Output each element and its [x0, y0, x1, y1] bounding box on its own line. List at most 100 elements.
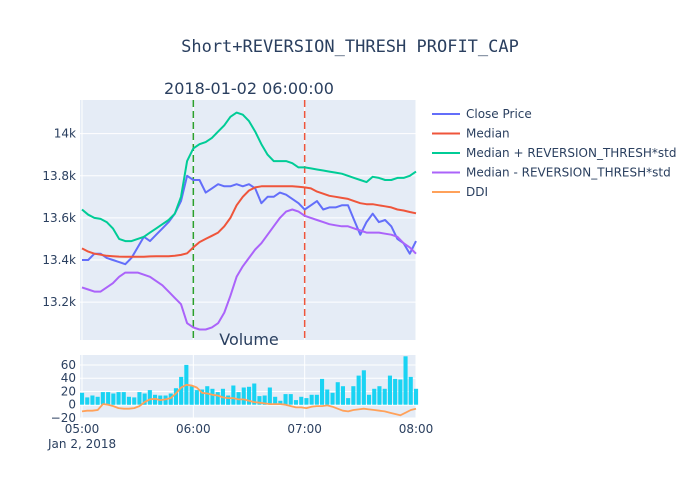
legend-label: Close Price	[466, 107, 532, 121]
volume-bar	[80, 392, 85, 405]
series-line	[82, 174, 417, 266]
volume-bar	[121, 392, 126, 405]
x-axis-ticks: 05:00 06:00 07:00 08:00	[65, 422, 434, 436]
price-panel: 13.2k 13.4k 13.6k 13.8k 14k 2018-01-02 06:00…	[42, 79, 417, 340]
volume-bar	[132, 397, 137, 405]
x-tick-label: 06:00	[176, 422, 211, 436]
volume-bar	[200, 389, 205, 405]
volume-bar	[262, 395, 267, 405]
price-y-tick-label: 13.6k	[42, 211, 76, 225]
price-y-tick-label: 14k	[54, 127, 76, 141]
volume-bar	[330, 392, 335, 405]
volume-bar	[168, 393, 173, 405]
price-series	[81, 111, 417, 331]
price-y-ticks: 13.2k 13.4k 13.6k 13.8k 14k	[42, 127, 76, 309]
legend[interactable]: Close Price Median Median + REVERSION_THRE…	[432, 107, 676, 199]
volume-bar	[408, 376, 413, 405]
volume-y-tick-label: 60	[61, 358, 76, 372]
ddi-line	[81, 383, 417, 417]
volume-bar	[356, 375, 361, 405]
volume-bar	[147, 390, 152, 405]
volume-y-tick-label: 20	[61, 384, 76, 398]
legend-label: DDI	[466, 185, 488, 199]
volume-bar	[241, 387, 246, 405]
price-y-tick-label: 13.4k	[42, 253, 76, 267]
volume-bar	[340, 386, 345, 405]
ddi-series-line	[81, 383, 417, 417]
volume-bar	[231, 385, 236, 405]
x-tick-label: 07:00	[287, 422, 322, 436]
volume-bar	[377, 386, 382, 405]
volume-bar	[247, 386, 252, 405]
volume-y-tick-label: −20	[51, 411, 76, 425]
volume-bar	[398, 379, 403, 405]
chart-title: Short+REVERSION_THRESH PROFIT_CAP	[181, 37, 519, 57]
legend-label: Median - REVERSION_THRESH*std	[466, 166, 671, 180]
series-line	[81, 185, 417, 258]
volume-bar	[267, 387, 272, 405]
volume-bar	[210, 388, 215, 405]
volume-bar	[283, 394, 288, 405]
volume-bar	[320, 378, 325, 405]
volume-bar	[215, 392, 220, 405]
volume-bar	[126, 396, 131, 405]
legend-item[interactable]: Median + REVERSION_THRESH*std	[432, 146, 676, 160]
price-y-tick-label: 13.2k	[42, 295, 76, 309]
volume-bar	[116, 392, 121, 405]
volume-bar	[414, 388, 419, 405]
volume-bar	[257, 396, 262, 405]
legend-item[interactable]: Median - REVERSION_THRESH*std	[432, 166, 671, 180]
legend-item[interactable]: Median	[432, 127, 510, 141]
volume-bar	[85, 397, 90, 405]
volume-bar	[288, 394, 293, 405]
volume-bar	[153, 394, 158, 405]
volume-bar	[309, 394, 314, 405]
legend-label: Median + REVERSION_THRESH*std	[466, 146, 676, 160]
legend-label: Median	[466, 127, 510, 141]
volume-bar	[325, 389, 330, 405]
price-plot-background	[80, 100, 416, 340]
volume-bar	[367, 394, 372, 405]
volume-bar	[106, 392, 111, 405]
volume-bar	[278, 400, 283, 405]
volume-bar	[194, 390, 199, 405]
volume-bar	[335, 382, 340, 405]
volume-bar	[236, 392, 241, 405]
volume-bar	[314, 394, 319, 405]
volume-bar	[189, 386, 194, 405]
volume-bar	[173, 388, 178, 405]
volume-bar	[361, 370, 366, 405]
volume-bar	[137, 392, 142, 405]
volume-bar	[382, 388, 387, 405]
volume-bar	[299, 396, 304, 405]
volume-bar	[403, 356, 408, 405]
legend-item[interactable]: DDI	[432, 185, 488, 199]
volume-bar	[111, 393, 116, 405]
volume-bar	[351, 386, 356, 405]
series-line	[81, 111, 417, 243]
volume-bar	[372, 388, 377, 405]
volume-bar	[142, 393, 147, 405]
series-line	[81, 208, 417, 331]
price-y-tick-label: 13.8k	[42, 169, 76, 183]
volume-bar	[252, 383, 257, 405]
x-date-label: Jan 2, 2018	[47, 437, 116, 451]
volume-bar	[179, 376, 184, 405]
volume-y-tick-label: 0	[68, 398, 76, 412]
volume-title: Volume	[219, 330, 279, 349]
subplot-title-time: 2018-01-02 06:00:00	[164, 79, 334, 98]
x-tick-label: 05:00	[65, 422, 100, 436]
legend-item[interactable]: Close Price	[432, 107, 532, 121]
x-tick-label: 08:00	[399, 422, 434, 436]
volume-bar	[387, 375, 392, 405]
volume-bar	[226, 395, 231, 405]
volume-bar	[293, 400, 298, 405]
vertical-markers	[192, 100, 306, 340]
volume-bar	[393, 378, 398, 405]
volume-bar	[100, 392, 105, 405]
volume-bar	[205, 386, 210, 405]
volume-bar	[273, 396, 278, 405]
